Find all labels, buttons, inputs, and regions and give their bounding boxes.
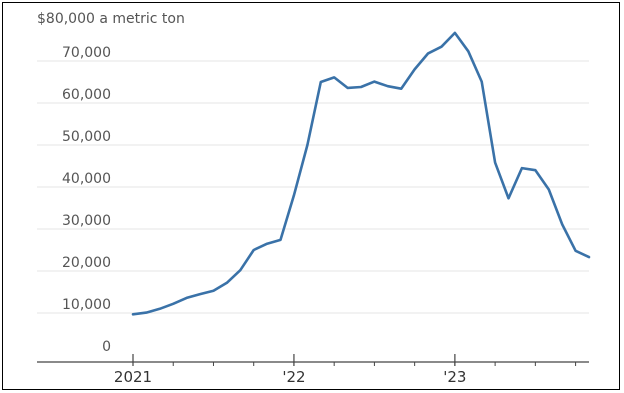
line-chart: 0 10,000 20,000 30,000 40,000 50,000 60,000 70,…	[37, 11, 591, 386]
y-tick-label: 10,000	[62, 297, 111, 313]
x-tick-label: '22	[282, 368, 305, 386]
series-layer	[131, 31, 591, 316]
y-axis-ticks: 0 10,000 20,000 30,000 40,000 50,000 60,000 70,…	[62, 45, 111, 355]
y-tick-label: 20,000	[62, 255, 111, 271]
x-axis-ticks: 2021 '22 '23	[114, 354, 577, 386]
y-axis-top-label: $80,000 a metric ton	[37, 11, 185, 27]
x-tick-label: '23	[443, 368, 466, 386]
y-tick-label: 50,000	[62, 129, 111, 145]
y-tick-label: 70,000	[62, 45, 111, 61]
y-tick-label: 30,000	[62, 213, 111, 229]
x-tick-label: 2021	[114, 368, 152, 386]
series-line	[131, 31, 591, 316]
gridlines	[37, 60, 589, 314]
chart-frame: 0 10,000 20,000 30,000 40,000 50,000 60,000 70,…	[2, 2, 620, 390]
y-tick-label: 60,000	[62, 87, 111, 103]
y-tick-label: 40,000	[62, 171, 111, 187]
y-tick-label: 0	[102, 339, 111, 355]
